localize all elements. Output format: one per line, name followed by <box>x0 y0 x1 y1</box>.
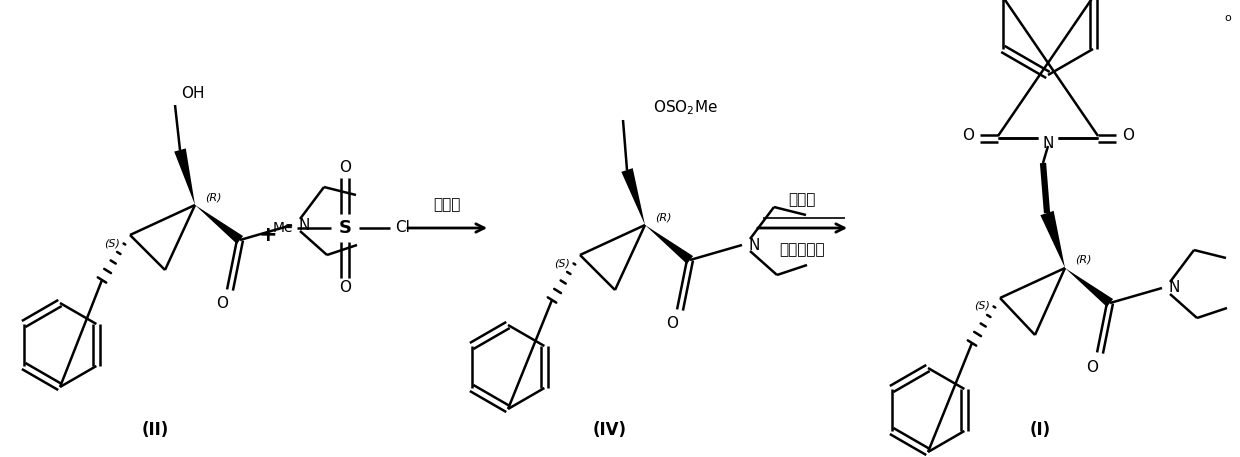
Text: N: N <box>1168 281 1179 296</box>
Text: (R): (R) <box>1075 255 1091 265</box>
Text: O: O <box>216 297 228 312</box>
Text: Me: Me <box>273 221 293 235</box>
Text: 假化剂: 假化剂 <box>433 197 461 213</box>
Polygon shape <box>621 168 645 225</box>
Text: OSO$_2$Me: OSO$_2$Me <box>652 99 718 117</box>
Text: O: O <box>666 317 678 331</box>
Text: O: O <box>1086 360 1097 374</box>
Text: Cl: Cl <box>396 220 410 235</box>
Text: S: S <box>339 219 351 237</box>
Text: N: N <box>299 218 310 233</box>
Text: (R): (R) <box>205 192 221 202</box>
Text: (II): (II) <box>141 421 169 439</box>
Text: N: N <box>748 238 760 253</box>
Polygon shape <box>1040 211 1065 268</box>
Text: 假化剂: 假化剂 <box>789 192 816 207</box>
Text: 酔酥亚胺销: 酔酥亚胺销 <box>779 243 825 257</box>
Text: O: O <box>962 128 973 143</box>
Text: O: O <box>1122 128 1135 143</box>
Text: O: O <box>339 281 351 296</box>
Text: o: o <box>1225 13 1231 23</box>
Text: (I): (I) <box>1029 421 1050 439</box>
Text: (IV): (IV) <box>593 421 627 439</box>
Polygon shape <box>174 149 195 205</box>
Polygon shape <box>645 225 693 264</box>
Polygon shape <box>1065 268 1114 307</box>
Text: (S): (S) <box>104 238 120 248</box>
Polygon shape <box>195 205 243 244</box>
Text: +: + <box>259 225 278 245</box>
Text: (S): (S) <box>554 258 570 268</box>
Text: N: N <box>1043 135 1054 150</box>
Text: OH: OH <box>181 85 205 101</box>
Text: O: O <box>339 160 351 175</box>
Text: (R): (R) <box>655 212 671 222</box>
Text: (S): (S) <box>975 301 990 311</box>
